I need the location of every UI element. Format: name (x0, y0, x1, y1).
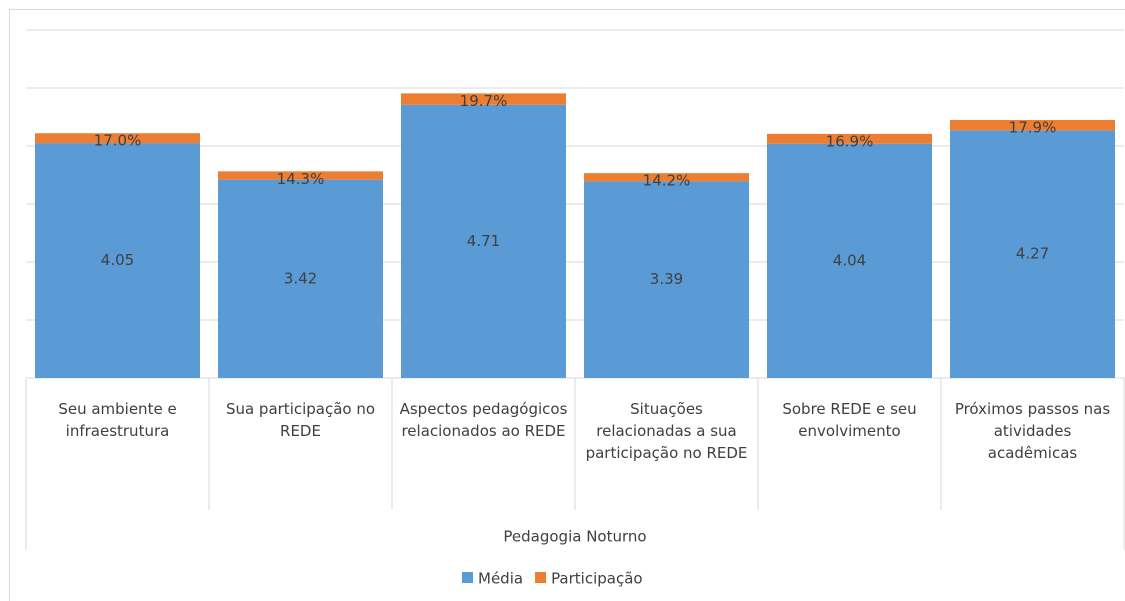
bar-segment (401, 93, 566, 105)
legend-label: Média (478, 570, 523, 588)
x-tick-label: Seu ambiente e infraestrutura (58, 400, 177, 440)
group-label: Pedagogia Noturno (503, 528, 646, 546)
bar-segment (218, 171, 383, 180)
bar-segment (767, 143, 932, 378)
chart-border (9, 9, 1125, 601)
data-label: 3.42 (284, 269, 317, 287)
legend-swatch (462, 572, 473, 583)
x-tick-label: Sobre REDE e seu envolvimento (782, 400, 917, 440)
x-tick-label: Próximos passos nas atividades acadêmica… (954, 400, 1111, 462)
x-tick-label: Situações relacionadas a sua participaçã… (585, 400, 748, 462)
bar-segment (767, 133, 932, 144)
data-label: 14.2% (643, 172, 691, 190)
data-label: 14.3% (277, 170, 325, 188)
data-label: 19.7% (460, 92, 508, 110)
bar-segment (218, 179, 383, 378)
bar-segment (401, 104, 566, 378)
data-label: 16.9% (826, 132, 874, 150)
data-label: 17.0% (94, 132, 142, 150)
bar-segment (35, 133, 200, 144)
bar-segment (950, 130, 1115, 378)
bar-segment (584, 181, 749, 378)
data-label: 3.39 (650, 270, 683, 288)
bar-segment (950, 119, 1115, 131)
legend-swatch (535, 572, 547, 583)
bar-segment (35, 143, 200, 378)
data-label: 4.04 (833, 251, 866, 269)
data-label: 4.27 (1016, 245, 1049, 263)
x-tick-label: Aspectos pedagógicos relacionados ao RED… (399, 400, 568, 440)
legend-label: Participação (551, 570, 643, 588)
data-label: 17.9% (1009, 118, 1057, 136)
data-label: 4.05 (101, 251, 134, 269)
bar-segment (584, 173, 749, 182)
x-tick-label: Sua participação no REDE (225, 400, 376, 440)
data-label: 4.71 (467, 232, 500, 250)
